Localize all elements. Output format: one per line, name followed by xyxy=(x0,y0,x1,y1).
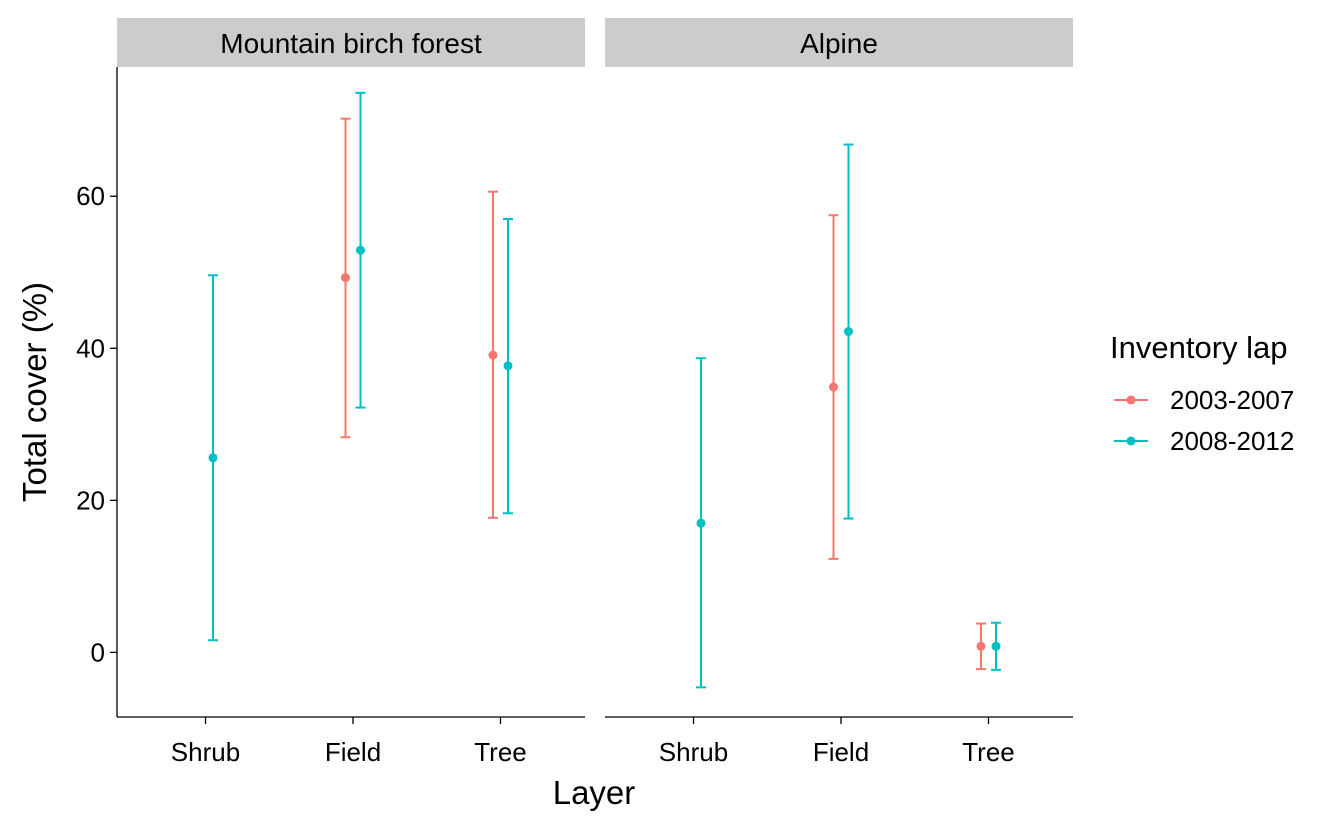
data-point xyxy=(341,273,350,283)
legend-label: 2008-2012 xyxy=(1170,426,1294,456)
y-axis-title: Total cover (%) xyxy=(16,282,53,502)
data-point xyxy=(488,350,498,360)
data-point xyxy=(844,327,853,337)
error-bar xyxy=(208,274,218,642)
data-point xyxy=(503,361,513,371)
data-point xyxy=(208,453,218,463)
panel-strip-label: Alpine xyxy=(800,28,878,59)
panel-1: Alpine Shrub Field Tree xyxy=(605,18,1073,767)
x-axis-title: Layer xyxy=(553,774,636,811)
error-bar xyxy=(488,190,498,519)
legend-entries: 2003-2007 2008-2012 xyxy=(1114,385,1294,456)
error-bar xyxy=(503,218,513,515)
panel-strip xyxy=(117,18,585,67)
panel-strip xyxy=(605,18,1073,67)
data-point xyxy=(356,245,365,255)
error-bar xyxy=(843,143,854,520)
x-tick-label: Field xyxy=(813,737,869,767)
x-tick-label: Tree xyxy=(962,737,1015,767)
legend-key-point xyxy=(1126,395,1136,405)
legend-entry: 2003-2007 xyxy=(1114,385,1294,415)
y-tick-label: 40 xyxy=(76,333,105,363)
legend: Inventory lap 2003-2007 2008-2012 xyxy=(1110,330,1294,456)
x-tick-label: Shrub xyxy=(659,737,728,767)
data-point xyxy=(696,518,706,528)
error-bar xyxy=(355,91,366,409)
error-bar xyxy=(828,214,839,560)
legend-key-point xyxy=(1126,436,1136,446)
error-bar xyxy=(976,622,986,671)
x-tick-label: Tree xyxy=(474,737,527,767)
panel-0: Mountain birch forest Shrub Field Tree xyxy=(117,18,585,767)
error-bar xyxy=(991,621,1001,671)
data-point xyxy=(991,641,1001,651)
legend-title: Inventory lap xyxy=(1110,330,1288,365)
panel-strip-label: Mountain birch forest xyxy=(220,28,482,59)
data-point xyxy=(976,641,986,651)
error-bar xyxy=(340,117,351,439)
y-axis: 0 20 40 60 xyxy=(76,67,118,717)
legend-entry: 2008-2012 xyxy=(1114,426,1294,456)
y-tick-label: 60 xyxy=(76,181,105,211)
data-point xyxy=(829,382,838,392)
error-bar xyxy=(696,357,706,689)
x-tick-label: Shrub xyxy=(171,737,240,767)
y-tick-label: 20 xyxy=(76,485,105,515)
legend-label: 2003-2007 xyxy=(1170,385,1294,415)
y-tick-label: 0 xyxy=(91,637,105,667)
x-tick-label: Field xyxy=(325,737,381,767)
